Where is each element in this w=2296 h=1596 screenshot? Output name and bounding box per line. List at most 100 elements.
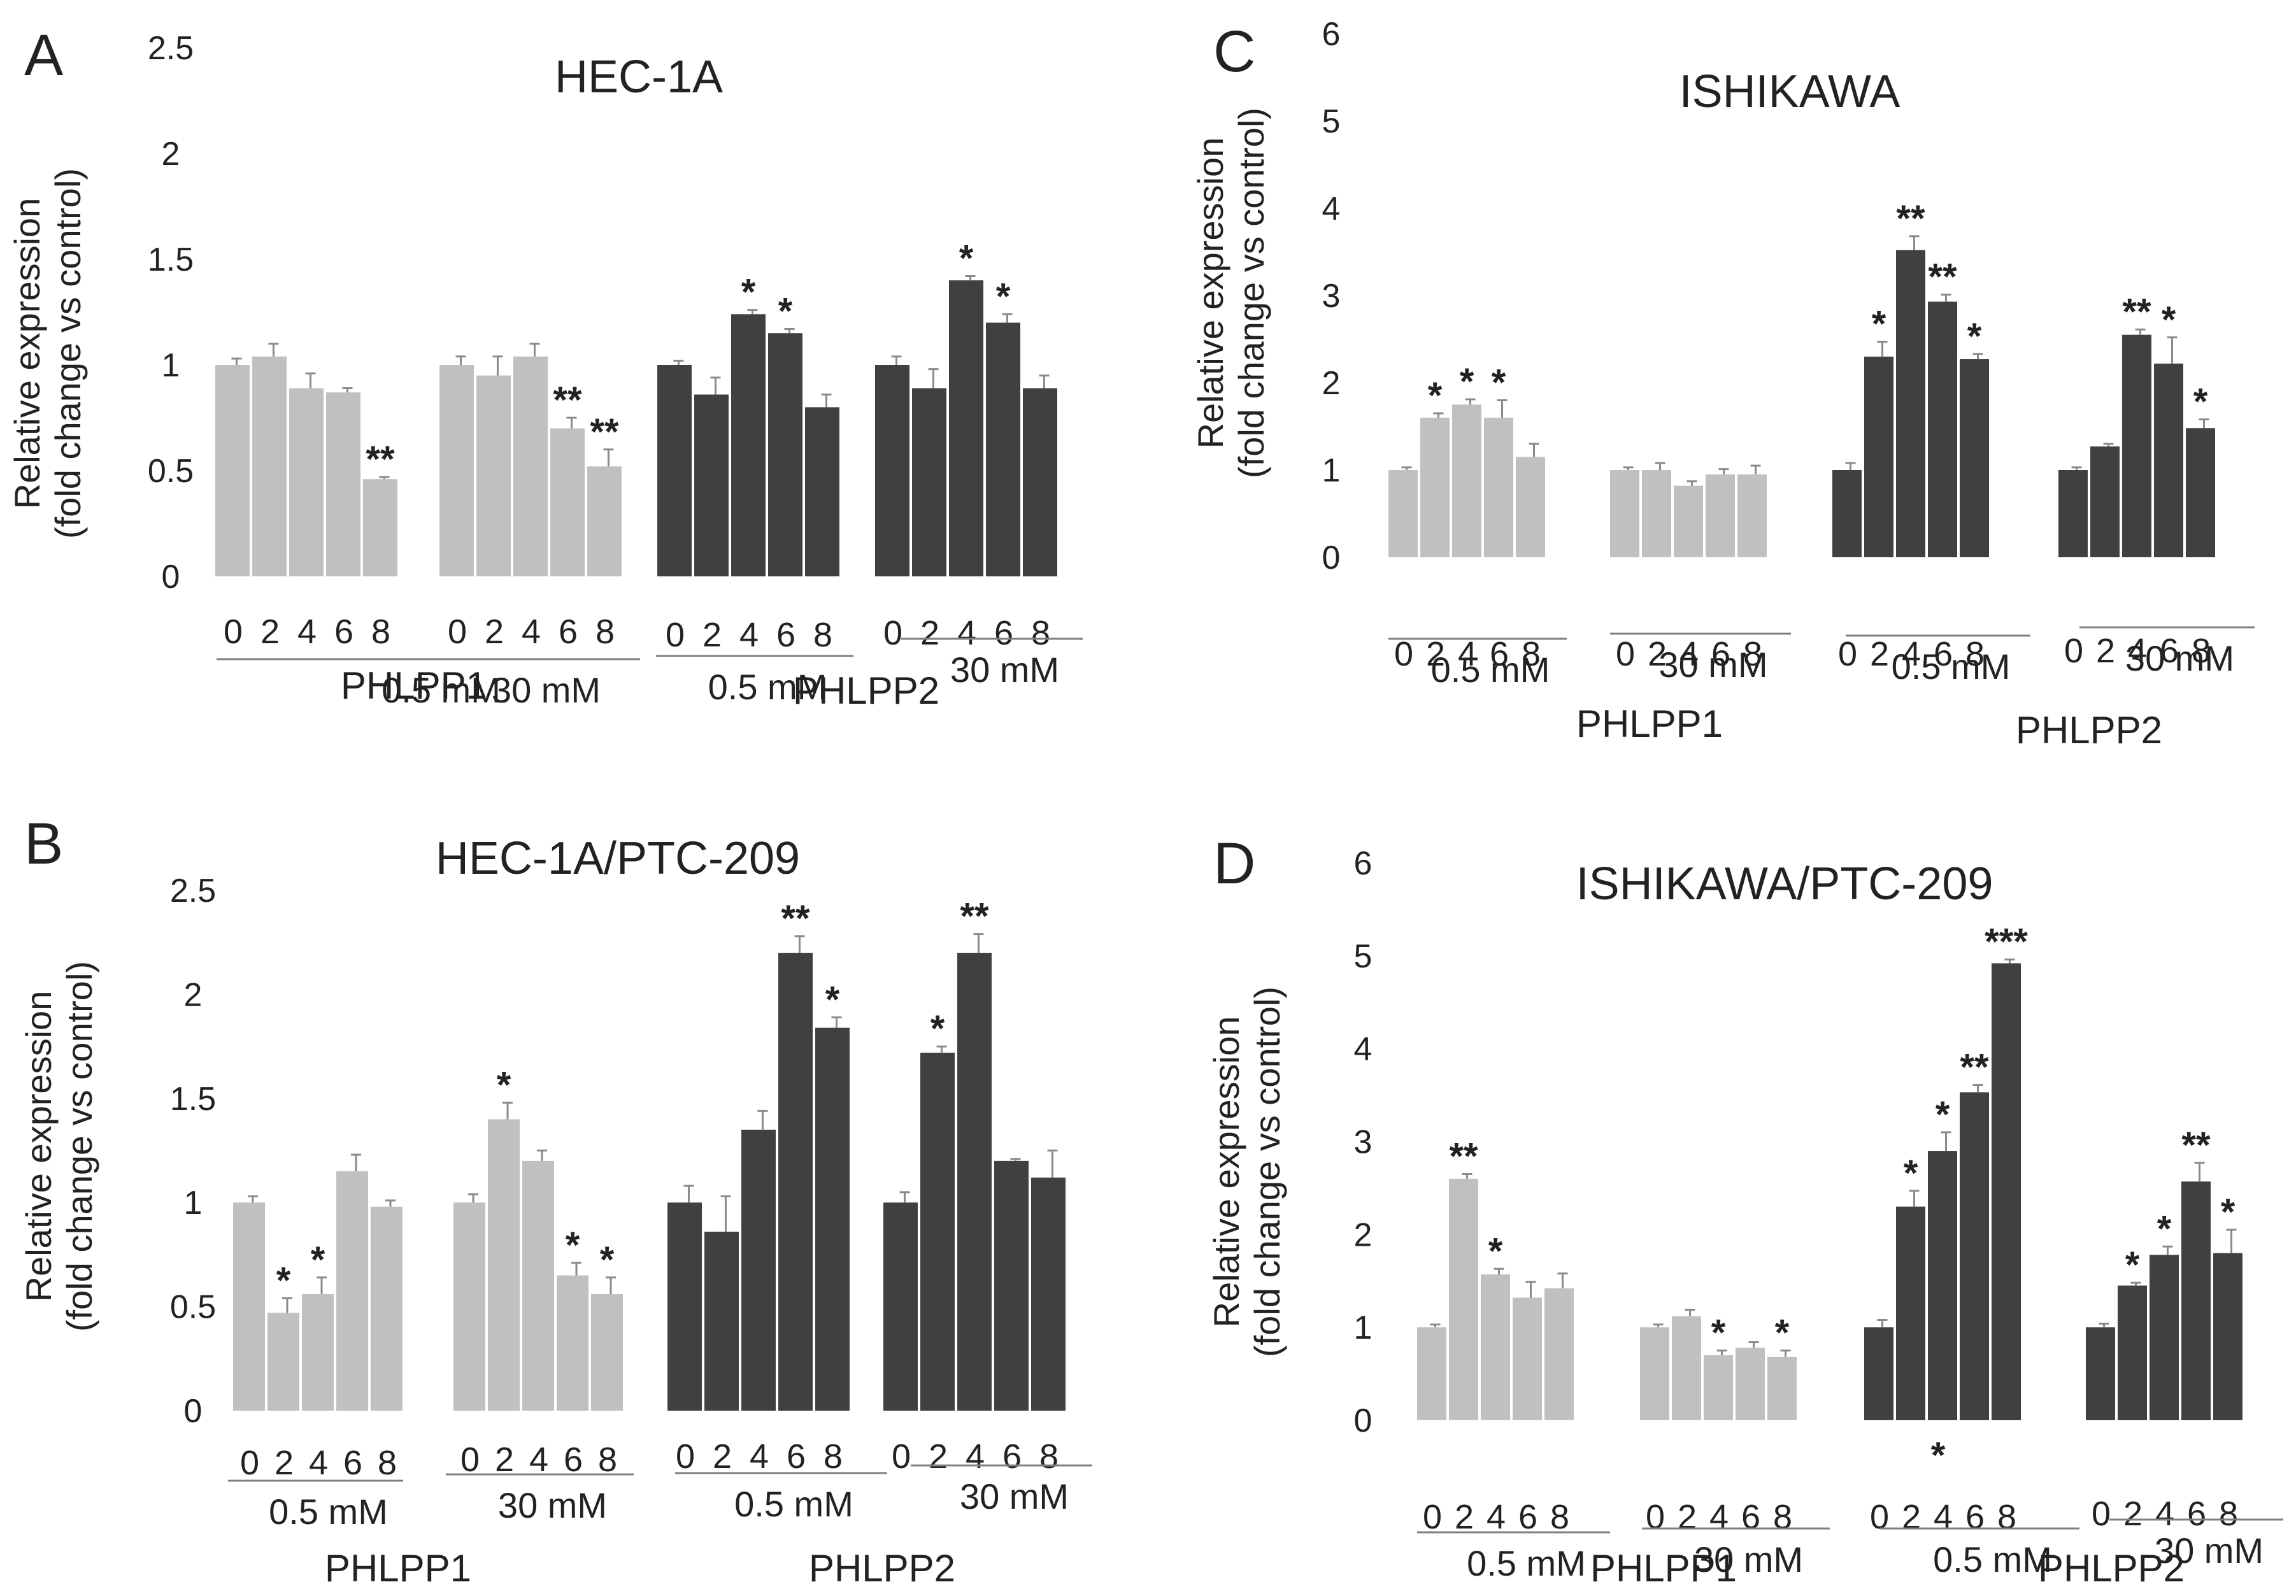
concentration-label: 30 mM <box>950 650 1059 690</box>
x-tick-label: 8 <box>2219 1495 2238 1533</box>
bar <box>2058 470 2088 557</box>
x-tick-label: 2 <box>1455 1498 1474 1536</box>
x-tick-label: 2 <box>1648 635 1667 673</box>
bar <box>741 1129 776 1411</box>
bar <box>1610 470 1639 557</box>
bar <box>1420 417 1450 557</box>
bar <box>1896 250 1925 557</box>
x-tick-label: 8 <box>1743 635 1762 673</box>
x-tick-label: 8 <box>1965 635 1985 673</box>
concentration-label: 0.5 mM <box>1892 646 2011 687</box>
bar <box>587 466 622 576</box>
bar <box>2150 1255 2179 1420</box>
bar <box>591 1293 623 1411</box>
significance-mark: * <box>1936 1094 1950 1136</box>
bar <box>1449 1178 1478 1420</box>
y-axis-label: Relative expression(fold change vs contr… <box>18 961 99 1332</box>
x-tick-label: 2 <box>929 1437 948 1476</box>
significance-mark: * <box>1711 1313 1726 1354</box>
bar <box>875 365 909 576</box>
concentration-label: 0.5 mM <box>708 667 827 707</box>
bar <box>778 953 813 1411</box>
x-tick-label: 0 <box>676 1437 695 1476</box>
bar <box>1417 1327 1446 1420</box>
y-axis-label-line: Relative expression <box>1206 1016 1246 1328</box>
x-tick-label: 2 <box>260 613 280 651</box>
x-tick-label: 0 <box>1394 635 1413 673</box>
significance-mark: * <box>825 979 840 1020</box>
gene-label: PHLPP2 <box>793 669 939 712</box>
panel-letter: A <box>24 23 64 88</box>
bar <box>1992 963 2021 1420</box>
bar <box>453 1202 485 1411</box>
bar <box>1640 1327 1669 1420</box>
y-tick-label: 1 <box>184 1185 203 1222</box>
x-tick-label: 8 <box>378 1444 397 1482</box>
y-axis-label: Relative expression(fold change vs contr… <box>1206 987 1287 1357</box>
significance-mark: * <box>1775 1313 1790 1354</box>
x-tick-label: 4 <box>297 613 317 651</box>
significance-mark: ** <box>960 896 989 937</box>
significance-mark: * <box>1967 316 1982 357</box>
bar <box>1928 301 1957 557</box>
bar <box>1674 485 1703 557</box>
significance-mark: * <box>600 1239 615 1281</box>
bar <box>1864 1327 1893 1420</box>
bar <box>986 322 1020 576</box>
y-tick-label: 2.5 <box>148 30 194 67</box>
gene-label: PHLPP1 <box>341 664 487 707</box>
bar <box>1544 1288 1574 1420</box>
x-tick-label: 0 <box>1646 1498 1665 1536</box>
y-tick-label: 3 <box>1354 1124 1373 1161</box>
y-tick-label: 1 <box>1322 452 1341 489</box>
x-tick-label: 0 <box>666 616 685 654</box>
significance-mark: * <box>497 1064 511 1106</box>
bar <box>1864 356 1893 557</box>
x-tick-label: 0 <box>224 613 243 651</box>
x-tick-label: 4 <box>529 1441 548 1479</box>
y-tick-label: 0 <box>184 1393 203 1430</box>
bar <box>1928 1151 1957 1420</box>
x-tick-label: 6 <box>1965 1498 1985 1536</box>
x-tick-label: 4 <box>1458 635 1477 673</box>
concentration-label: 30 mM <box>1694 1539 1803 1579</box>
x-tick-label: 2 <box>2123 1495 2143 1533</box>
x-tick-label: 0 <box>2064 632 2083 670</box>
chart-title: ISHIKAWA/PTC-209 <box>1576 859 1993 909</box>
bar <box>920 1052 955 1411</box>
significance-mark: ** <box>590 411 619 453</box>
bar-group-phlpp2-0_5mm: ******0 2 4 6 80.5 mM <box>1832 198 2030 687</box>
concentration-label: 30 mM <box>2155 1530 2264 1571</box>
y-tick-label: 2 <box>1354 1216 1373 1253</box>
x-tick-label: 6 <box>564 1441 583 1479</box>
y-tick-label: 1.5 <box>170 1081 216 1118</box>
bar <box>805 407 839 576</box>
y-tick-label: 6 <box>1322 16 1341 53</box>
bar-group-phlpp1-30mm: 0 2 4 6 830 mM <box>1610 462 1791 685</box>
y-tick-label: 5 <box>1354 938 1373 975</box>
bar <box>1896 1206 1925 1420</box>
x-tick-label: 2 <box>1678 1498 1697 1536</box>
y-tick-label: 0 <box>162 559 180 595</box>
bar-group-phlpp1-30mm: * * 0 2 4 6 830 mM <box>1640 1308 1830 1579</box>
significance-mark: * <box>566 1225 580 1266</box>
y-axis-label-line: Relative expression <box>1190 138 1230 449</box>
x-tick-label: 8 <box>1522 635 1541 673</box>
bar <box>883 1202 918 1411</box>
x-tick-label: 6 <box>2187 1495 2206 1533</box>
bar-group-phlpp2-30mm: * * 0 2 4 6 830 mM <box>875 238 1083 690</box>
bar-group-phlpp1-0_5mm: * * 0 2 4 6 8 0.5 mM <box>228 1153 403 1532</box>
significance-mark: * <box>2125 1244 2140 1286</box>
y-tick-label: 1 <box>1354 1309 1373 1346</box>
significance-mark: ** <box>1896 198 1925 239</box>
x-tick-label: 0 <box>2092 1495 2111 1533</box>
x-tick-label: 8 <box>1550 1498 1569 1536</box>
bar <box>326 392 360 576</box>
bar <box>289 388 324 576</box>
significance-mark: * <box>1872 304 1886 345</box>
